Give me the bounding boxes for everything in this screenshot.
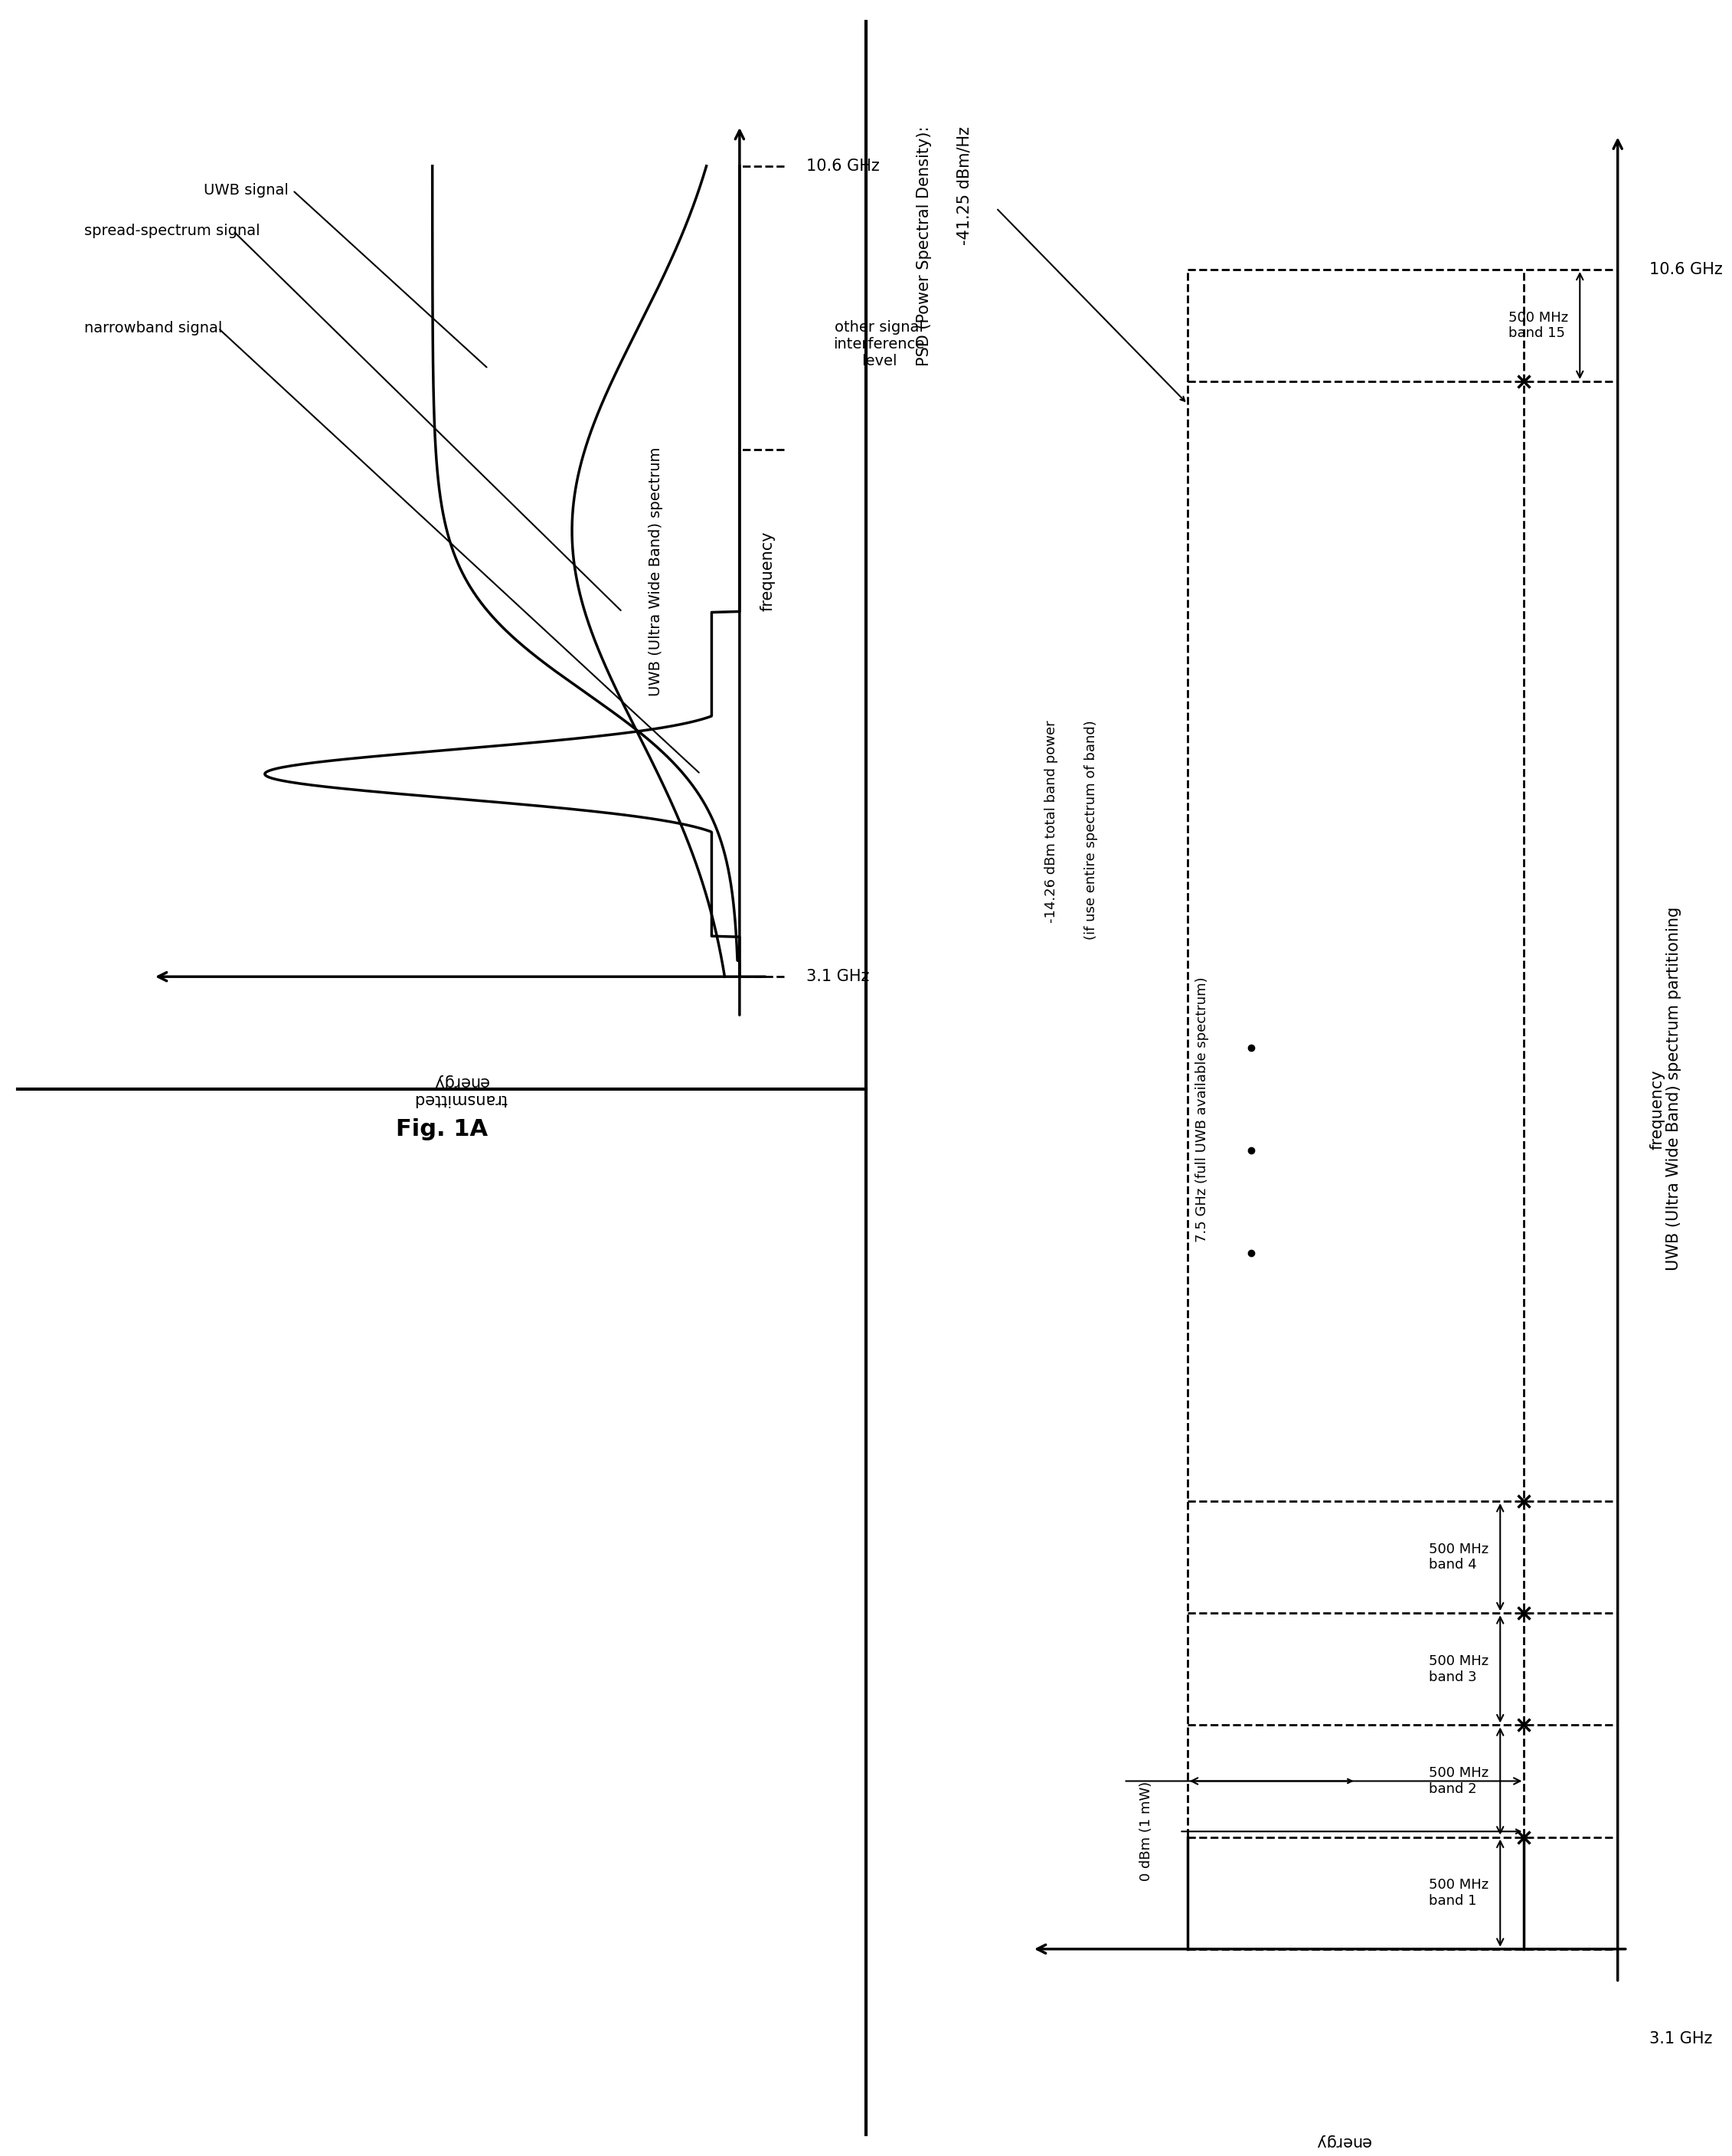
Text: (if use entire spectrum of band): (if use entire spectrum of band) — [1084, 720, 1098, 940]
Text: 500 MHz
band 4: 500 MHz band 4 — [1429, 1542, 1488, 1572]
Text: narrowband signal: narrowband signal — [85, 321, 222, 336]
Text: frequency: frequency — [1649, 1069, 1664, 1149]
Text: 10.6 GHz: 10.6 GHz — [807, 157, 880, 175]
Text: UWB (Ultra Wide Band) spectrum: UWB (Ultra Wide Band) spectrum — [648, 446, 663, 696]
Text: PSD (Power Spectral Density):: PSD (Power Spectral Density): — [916, 127, 932, 367]
Text: UWB (Ultra Wide Band) spectrum partitioning: UWB (Ultra Wide Band) spectrum partition… — [1666, 908, 1682, 1270]
Text: UWB signal: UWB signal — [203, 183, 288, 198]
Text: -41.25 dBm/Hz: -41.25 dBm/Hz — [956, 127, 972, 246]
Text: 3.1 GHz: 3.1 GHz — [807, 968, 869, 985]
Text: 500 MHz
band 2: 500 MHz band 2 — [1429, 1766, 1488, 1796]
Text: 3.1 GHz: 3.1 GHz — [1649, 2031, 1713, 2046]
Text: frequency: frequency — [760, 530, 776, 612]
Text: -14.26 dBm total band power: -14.26 dBm total band power — [1044, 720, 1058, 923]
Text: other signal
interference
level: other signal interference level — [833, 321, 925, 369]
Text: 500 MHz
band 1: 500 MHz band 1 — [1429, 1878, 1488, 1908]
Text: 0 dBm (1 mW): 0 dBm (1 mW) — [1140, 1781, 1154, 1882]
Text: 500 MHz
band 3: 500 MHz band 3 — [1429, 1654, 1488, 1684]
Text: transmitted
energy: transmitted energy — [414, 1074, 507, 1106]
Text: 10.6 GHz: 10.6 GHz — [1649, 261, 1723, 278]
Text: 500 MHz
band 15: 500 MHz band 15 — [1509, 310, 1567, 341]
Text: 7.5 GHz (full UWB available spectrum): 7.5 GHz (full UWB available spectrum) — [1195, 977, 1209, 1242]
Text: Fig. 1A: Fig. 1A — [395, 1119, 488, 1141]
Text: transmitted
energy: transmitted energy — [1296, 2134, 1389, 2156]
Text: spread-spectrum signal: spread-spectrum signal — [85, 224, 260, 237]
